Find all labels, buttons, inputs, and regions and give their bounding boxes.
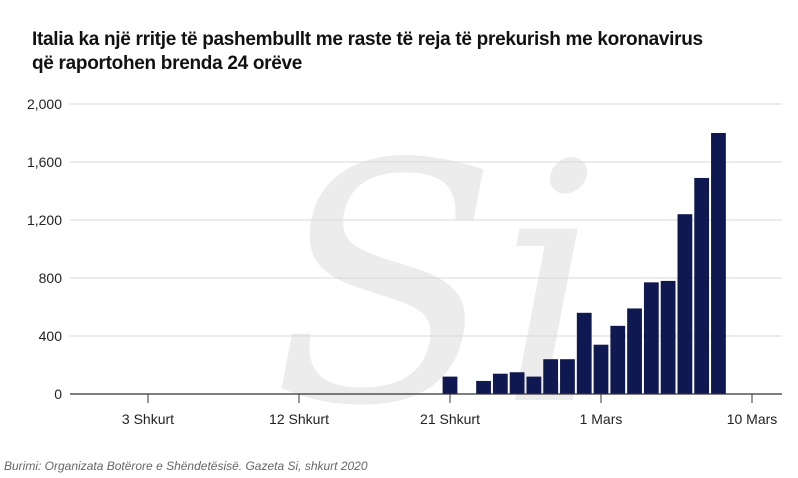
- bar: [694, 177, 710, 394]
- bar: [526, 376, 542, 394]
- y-tick-label: 1,600: [27, 154, 62, 170]
- y-axis-labels: 0 400 800 1,200 1,600 2,000: [27, 96, 62, 402]
- bar: [442, 376, 458, 394]
- bar: [660, 280, 676, 394]
- y-tick-label: 1,200: [27, 212, 62, 228]
- bar: [476, 380, 491, 394]
- bar: [627, 308, 642, 394]
- bar: [643, 282, 659, 394]
- chart-title-line-2: që raportohen brenda 24 orëve: [32, 53, 303, 74]
- x-tick-label: 1 Mars: [580, 411, 623, 427]
- bar: [610, 325, 626, 394]
- x-tick-label: 10 Mars: [727, 411, 778, 427]
- x-tick-label: 12 Shkurt: [269, 411, 329, 427]
- source-caption: Burimi: Organizata Botërore e Shëndetësi…: [4, 459, 368, 473]
- watermark-logo: Si: [272, 94, 604, 478]
- y-tick-label: 400: [39, 328, 63, 344]
- x-tick-label: 3 Shkurt: [122, 411, 174, 427]
- bar: [543, 359, 559, 394]
- x-axis: [70, 393, 782, 403]
- bar: [677, 214, 693, 394]
- bar: [711, 133, 726, 394]
- y-tick-label: 2,000: [27, 96, 62, 112]
- bar: [576, 312, 592, 394]
- bar: [492, 373, 508, 394]
- bar: [560, 359, 575, 394]
- y-tick-label: 800: [39, 270, 63, 286]
- bar: [509, 372, 525, 394]
- x-tick-label: 21 Shkurt: [420, 411, 480, 427]
- bars: [442, 133, 726, 394]
- grid-lines: [70, 103, 782, 337]
- chart-title: Italia ka një rritje të pashembullt me r…: [32, 28, 772, 76]
- bar: [593, 344, 609, 394]
- y-tick-label: 0: [54, 386, 62, 402]
- chart-title-line-1: Italia ka një rritje të pashembullt me r…: [32, 29, 703, 50]
- x-axis-labels: 3 Shkurt 12 Shkurt 21 Shkurt 1 Mars 10 Mars: [122, 411, 777, 427]
